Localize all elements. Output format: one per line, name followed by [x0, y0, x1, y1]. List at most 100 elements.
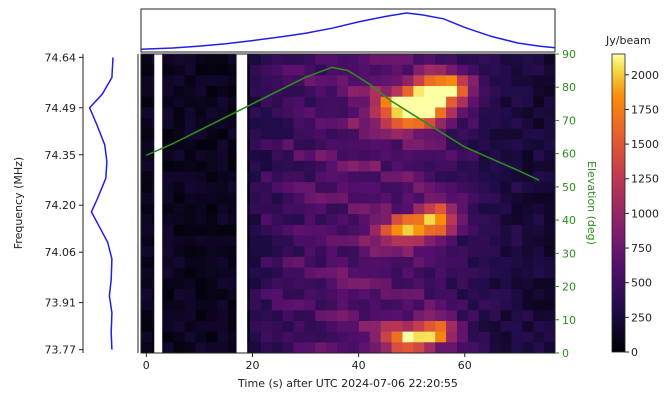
heatmap-cell — [511, 128, 523, 141]
heatmap-cell — [271, 256, 284, 269]
heatmap-cell — [348, 128, 360, 141]
heatmap-cell — [413, 288, 425, 301]
heatmap-cell — [358, 64, 371, 76]
heatmap-cell — [544, 256, 555, 269]
heatmap-cell — [326, 86, 338, 98]
heatmap-cell — [446, 278, 458, 290]
heatmap-cell — [282, 331, 295, 343]
heatmap-cell — [456, 320, 469, 333]
heatmap-cell — [467, 214, 480, 226]
heatmap-cell — [304, 128, 316, 141]
heatmap-cell — [282, 267, 295, 279]
heatmap-cell — [304, 342, 316, 353]
heatmap-cell — [435, 299, 447, 311]
heatmap-cell — [348, 310, 360, 322]
heatmap-cell — [369, 278, 382, 290]
colorbar-tick-label: 0 — [631, 346, 638, 359]
heatmap-cell — [304, 310, 316, 322]
heatmap-cell — [402, 256, 414, 269]
heatmap-cell — [358, 182, 371, 194]
heatmap-cell — [217, 310, 229, 322]
heatmap-cell — [391, 235, 404, 247]
heatmap-cell — [511, 203, 523, 215]
heatmap-cell — [249, 75, 262, 87]
heatmap-cell — [435, 214, 447, 226]
heatmap-cell — [184, 320, 197, 333]
heatmap-cell — [282, 54, 295, 66]
heatmap-cell — [424, 118, 436, 130]
heatmap-cell — [500, 246, 513, 258]
heatmap-cell — [533, 64, 545, 76]
heatmap-cell — [522, 256, 534, 269]
heatmap-cell — [249, 288, 262, 301]
colorbar-tick-label: 1500 — [631, 138, 659, 151]
heatmap-cell — [184, 86, 197, 98]
heatmap-cell — [380, 299, 393, 311]
heatmap-cell — [358, 107, 371, 119]
heatmap-cell — [173, 192, 186, 205]
heatmap-cell — [456, 107, 469, 119]
heatmap-cell — [391, 342, 404, 353]
heatmap-cell — [478, 139, 491, 151]
heatmap-cell — [293, 256, 306, 269]
heatmap-cell — [391, 75, 404, 87]
heatmap-cell — [533, 86, 545, 98]
heatmap-cell — [348, 320, 360, 333]
heatmap-cell — [369, 331, 382, 343]
heatmap-cell — [217, 150, 229, 162]
heatmap-cell — [467, 139, 480, 151]
heatmap-cell — [500, 182, 513, 194]
heatmap-cell — [282, 128, 295, 141]
heatmap-cell — [424, 224, 436, 237]
heatmap-cell — [369, 192, 382, 205]
freq-profile-panel — [88, 54, 139, 353]
heatmap-cell — [522, 342, 534, 353]
heatmap-cell — [326, 224, 338, 237]
heatmap-cell — [348, 267, 360, 279]
heatmap-cell — [402, 331, 414, 343]
heatmap-cell — [544, 214, 555, 226]
heatmap-cell — [195, 235, 207, 247]
heatmap-cell — [402, 278, 414, 290]
heatmap-cell — [446, 96, 458, 108]
heatmap-cell — [522, 75, 534, 87]
x-tick-label: 20 — [245, 359, 259, 372]
heatmap-cell — [141, 86, 153, 98]
heatmap-cell — [369, 64, 382, 76]
heatmap-cell — [456, 203, 469, 215]
heatmap-cell — [217, 203, 229, 215]
heatmap-cell — [315, 107, 327, 119]
heatmap-cell — [217, 214, 229, 226]
heatmap-cell — [217, 320, 229, 333]
heatmap-cell — [522, 192, 534, 205]
heatmap-cell — [282, 192, 295, 205]
heatmap-cell — [337, 267, 349, 279]
heatmap-cell — [228, 64, 240, 76]
heatmap-cell — [206, 214, 218, 226]
heatmap-cell — [271, 96, 284, 108]
heatmap-cell — [489, 128, 502, 141]
heatmap-cell — [533, 214, 545, 226]
heatmap-cell — [402, 171, 414, 183]
heatmap-cell — [228, 182, 240, 194]
heatmap-cell — [435, 203, 447, 215]
heatmap-cell — [456, 128, 469, 141]
heatmap-cell — [260, 64, 273, 76]
heatmap-cell — [489, 342, 502, 353]
heatmap-cell — [162, 118, 175, 130]
heatmap-cell — [348, 235, 360, 247]
heatmap-cell — [467, 150, 480, 162]
heatmap-cell — [435, 160, 447, 173]
heatmap-cell — [391, 107, 404, 119]
heatmap-cell — [489, 139, 502, 151]
heatmap-cell — [282, 203, 295, 215]
heatmap-cell — [500, 310, 513, 322]
heatmap-cell — [467, 86, 480, 98]
heatmap-cell — [282, 246, 295, 258]
heatmap-cell — [184, 246, 197, 258]
heatmap-cell — [424, 54, 436, 66]
heatmap-cell — [141, 203, 153, 215]
heatmap-cell — [478, 256, 491, 269]
heatmap-cell — [141, 160, 153, 173]
heatmap-cell — [391, 267, 404, 279]
